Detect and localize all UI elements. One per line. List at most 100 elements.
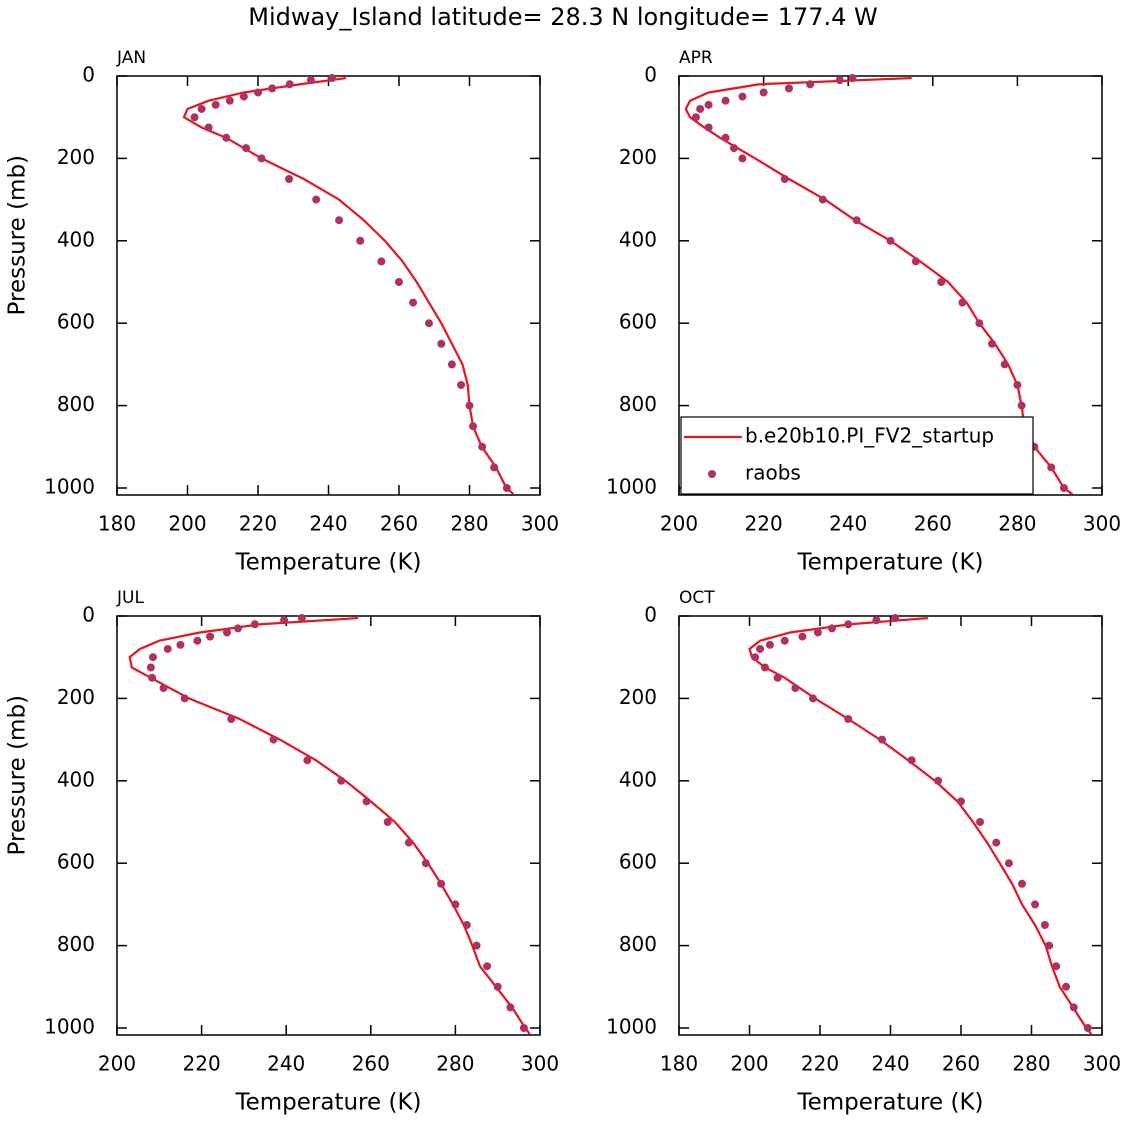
raob-point <box>988 339 997 348</box>
raob-point <box>773 673 782 682</box>
raob-point <box>502 483 511 492</box>
raob-point <box>395 277 403 286</box>
panel-label: OCT <box>679 588 715 608</box>
raob-point <box>844 714 853 723</box>
raob-point <box>469 422 478 431</box>
raob-point <box>827 624 836 633</box>
plot-frame <box>678 75 1103 496</box>
raob-point <box>337 776 346 785</box>
raob-point <box>268 84 277 93</box>
raob-point <box>1004 859 1013 868</box>
raob-point <box>285 80 294 89</box>
raob-point <box>409 298 418 307</box>
raob-point <box>761 663 770 672</box>
figure-title: Midway_Island latitude= 28.3 N longitude… <box>248 3 878 31</box>
raob-point <box>285 174 294 183</box>
y-tick-label: 400 <box>619 227 657 251</box>
raob-point <box>911 257 920 266</box>
y-tick-label: 800 <box>619 392 657 416</box>
raob-point <box>721 96 730 105</box>
raob-point <box>798 632 807 641</box>
raob-point <box>242 144 251 153</box>
x-tick-label: 240 <box>871 1052 909 1076</box>
x-tick-label: 300 <box>1083 512 1121 536</box>
x-tick-label: 280 <box>450 512 488 536</box>
x-tick-label: 180 <box>660 1052 698 1076</box>
x-axis-label: Temperature (K) <box>234 1090 421 1116</box>
raob-point <box>784 84 793 93</box>
raob-point <box>844 620 853 629</box>
y-tick-label: 200 <box>619 685 657 709</box>
x-tick-label: 280 <box>998 512 1036 536</box>
raob-point <box>176 640 185 649</box>
raob-point <box>976 817 985 826</box>
raob-point <box>493 982 502 991</box>
raob-point <box>483 962 492 971</box>
raob-point <box>1013 380 1022 389</box>
y-tick-label: 800 <box>619 932 657 956</box>
raob-point <box>227 714 236 723</box>
profile-line <box>128 616 531 1035</box>
raob-point <box>738 92 747 101</box>
y-tick-label: 800 <box>57 392 95 416</box>
raob-point <box>490 463 499 472</box>
raob-point <box>204 123 213 132</box>
raob-point <box>751 653 760 662</box>
legend-label: b.e20b10.PI_FV2_startup <box>745 424 994 448</box>
y-tick-label: 1000 <box>606 474 657 498</box>
raob-point <box>791 684 800 693</box>
raob-point <box>934 776 943 785</box>
raob-point <box>756 644 765 653</box>
x-tick-label: 200 <box>98 1052 136 1076</box>
plot-frame <box>116 615 541 1036</box>
profile-line <box>182 76 515 496</box>
raob-point <box>190 113 199 122</box>
y-tick-label: 400 <box>57 227 95 251</box>
y-tick-label: 200 <box>619 145 657 169</box>
x-tick-label: 260 <box>380 512 418 536</box>
x-tick-label: 300 <box>521 1052 559 1076</box>
panel-label: APR <box>679 48 713 68</box>
raob-point <box>383 817 392 826</box>
raob-point <box>335 216 344 225</box>
x-tick-label: 200 <box>660 512 698 536</box>
x-tick-label: 180 <box>98 512 136 536</box>
raob-point <box>1062 982 1071 991</box>
raob-point <box>146 663 155 672</box>
raob-point <box>1031 900 1040 909</box>
legend-label: raobs <box>745 461 801 485</box>
raob-point <box>759 88 768 97</box>
legend-marker <box>708 470 716 478</box>
y-axis-label: Pressure (mb) <box>5 155 31 315</box>
raob-point <box>303 756 312 765</box>
raob-point <box>424 319 433 328</box>
raob-point <box>257 154 266 163</box>
panel-label: JUL <box>116 588 144 608</box>
x-tick-label: 220 <box>801 1052 839 1076</box>
y-tick-label: 0 <box>644 63 657 87</box>
raob-point <box>421 859 430 868</box>
raob-point <box>704 100 713 109</box>
raob-point <box>852 216 861 225</box>
raob-point <box>356 236 365 245</box>
y-tick-label: 800 <box>57 932 95 956</box>
raob-point <box>312 195 321 204</box>
raob-point <box>878 735 887 744</box>
raob-point <box>148 673 157 682</box>
raob-point <box>148 653 157 662</box>
raob-point <box>506 1003 515 1012</box>
y-tick-label: 400 <box>619 767 657 791</box>
raob-point <box>211 100 220 109</box>
y-tick-label: 1000 <box>44 1014 95 1038</box>
raob-point <box>478 442 487 451</box>
x-axis-label: Temperature (K) <box>796 1090 983 1116</box>
raob-point <box>239 92 248 101</box>
raob-point <box>704 123 713 132</box>
x-tick-label: 220 <box>183 1052 221 1076</box>
raob-point <box>1052 962 1061 971</box>
x-axis-label: Temperature (K) <box>796 550 983 576</box>
x-tick-label: 300 <box>521 512 559 536</box>
raob-point <box>297 614 306 623</box>
